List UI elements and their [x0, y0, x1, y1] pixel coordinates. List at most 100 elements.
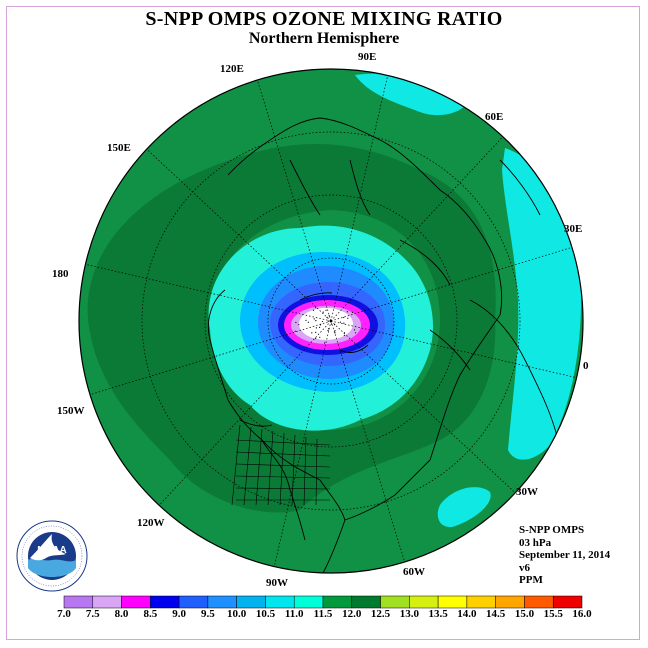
- pole-stipple-dot: [330, 319, 332, 321]
- pole-stipple-dot: [328, 328, 330, 330]
- lon-label-30e: 30E: [564, 223, 583, 235]
- state-line: [243, 426, 252, 506]
- map-boundary-circle: [78, 68, 584, 574]
- info-units: PPM: [519, 574, 543, 586]
- meridian-line: [89, 320, 332, 396]
- pole-stipple-dot: [315, 307, 317, 309]
- pole-stipple-dot: [294, 330, 296, 332]
- state-line: [255, 428, 263, 506]
- ozone-patch-bottom: [437, 487, 491, 528]
- lon-label-120e: 120E: [220, 63, 244, 75]
- pole-stipple-dot: [334, 324, 336, 326]
- pole-stipple-dot: [334, 330, 336, 332]
- latitude-circle: [267, 257, 395, 385]
- pole-stipple-dot: [319, 324, 322, 326]
- meridian-line: [256, 79, 332, 322]
- coastlines: [207, 117, 561, 573]
- colorbar-swatch: [236, 595, 266, 609]
- state-line: [231, 424, 241, 506]
- colorbar-swatch: [92, 595, 122, 609]
- figure-frame: [6, 6, 640, 640]
- colorbar-swatch: [121, 595, 151, 609]
- meridian-line: [330, 75, 389, 322]
- pole-stipple-dot: [343, 332, 346, 334]
- pole-stipple-dot: [347, 317, 349, 319]
- pole-stipple-dot: [319, 326, 321, 328]
- meridian-line: [146, 148, 332, 322]
- pole-stipple-dot: [307, 321, 309, 323]
- colorbar-swatch: [322, 595, 353, 609]
- pole-stipple-dot: [315, 331, 317, 333]
- colorbar-tick-label: 10.5: [255, 608, 276, 620]
- pole-stipple-dot: [315, 337, 317, 339]
- pole-stipple-dot: [315, 327, 317, 329]
- colorbar-swatch: [351, 595, 381, 609]
- pole-stipple-dot: [322, 311, 324, 313]
- pole-stipple-dot: [331, 323, 333, 325]
- info-version: v6: [519, 562, 530, 574]
- colorbar-tick-label: 8.5: [143, 608, 158, 620]
- colorbar-tick-label: 7.0: [57, 608, 71, 620]
- lon-label-90e: 90E: [358, 51, 377, 63]
- state-line: [235, 451, 331, 457]
- meridian-line: [330, 320, 406, 563]
- colorbar-swatch: [552, 595, 583, 609]
- pole-stipple-dot: [353, 329, 356, 331]
- state-line: [267, 430, 274, 506]
- pole-stipple-dot: [315, 320, 317, 322]
- pole-stipple-dot: [339, 321, 342, 323]
- meridian-line: [158, 320, 332, 506]
- colorbar-swatch: [293, 595, 324, 609]
- colorbar-swatch: [150, 595, 180, 609]
- state-line: [303, 436, 307, 506]
- colorbar-swatch: [380, 595, 410, 609]
- colorbar-swatch: [178, 595, 209, 609]
- state-line: [235, 439, 331, 446]
- colorbar-tick-label: 9.0: [172, 608, 186, 620]
- pole-stipple-dot: [312, 309, 315, 311]
- lon-label-60w: 60W: [403, 566, 425, 578]
- state-line: [235, 487, 331, 490]
- colorbar-swatch: [207, 595, 237, 609]
- colorbar-tick-label: 10.0: [227, 608, 247, 620]
- pole-stipple-dot: [343, 316, 345, 319]
- ozone-minimum-center: [299, 308, 353, 340]
- pole-stipple-dot: [319, 336, 321, 338]
- colorbar-swatch: [437, 595, 468, 609]
- pole-stipple-dot: [327, 330, 329, 332]
- state-boundaries: [231, 424, 331, 506]
- state-line: [315, 438, 318, 506]
- pole-stipple-dot: [327, 320, 329, 322]
- colorbar-tick-label: 13.5: [428, 608, 448, 620]
- pole-stipple-dot: [298, 324, 300, 326]
- colorbar-tick-label: 11.5: [313, 608, 333, 620]
- colorbar-swatch: [63, 595, 94, 609]
- colorbar-swatch: [265, 595, 295, 609]
- map-subtitle: Northern Hemisphere: [248, 30, 400, 47]
- colorbar-tick-label: 7.5: [85, 608, 100, 620]
- colorbar-tick-label: 15.5: [543, 608, 563, 620]
- lon-label-30w: 30W: [516, 486, 538, 498]
- info-instrument: S-NPP OMPS: [519, 524, 585, 536]
- colorbar-tick-label: 16.0: [572, 608, 592, 620]
- colorbar-swatch: [524, 595, 554, 609]
- colorbar-swatch: [495, 595, 525, 609]
- pole-stipple-dot: [313, 318, 315, 320]
- lon-label-150e: 150E: [107, 142, 131, 154]
- meridian-line: [330, 136, 504, 322]
- colorbar-tick-label: 9.5: [201, 608, 215, 620]
- meridian-line: [273, 320, 332, 567]
- pole-stipple-dot: [346, 311, 348, 313]
- pole-stipple-dot: [295, 321, 297, 324]
- colorbar-tick-label: 13.0: [399, 608, 419, 620]
- pole-stipple-dot: [351, 311, 354, 314]
- lon-label-90w: 90W: [266, 577, 288, 589]
- meridian-line: [85, 263, 332, 322]
- colorbar-swatch: [409, 595, 439, 609]
- latitude-circle: [141, 131, 521, 511]
- pole-stipple-dot: [323, 342, 326, 344]
- pole-stipple-dot: [325, 309, 327, 311]
- pole-stipple-dot: [343, 334, 345, 337]
